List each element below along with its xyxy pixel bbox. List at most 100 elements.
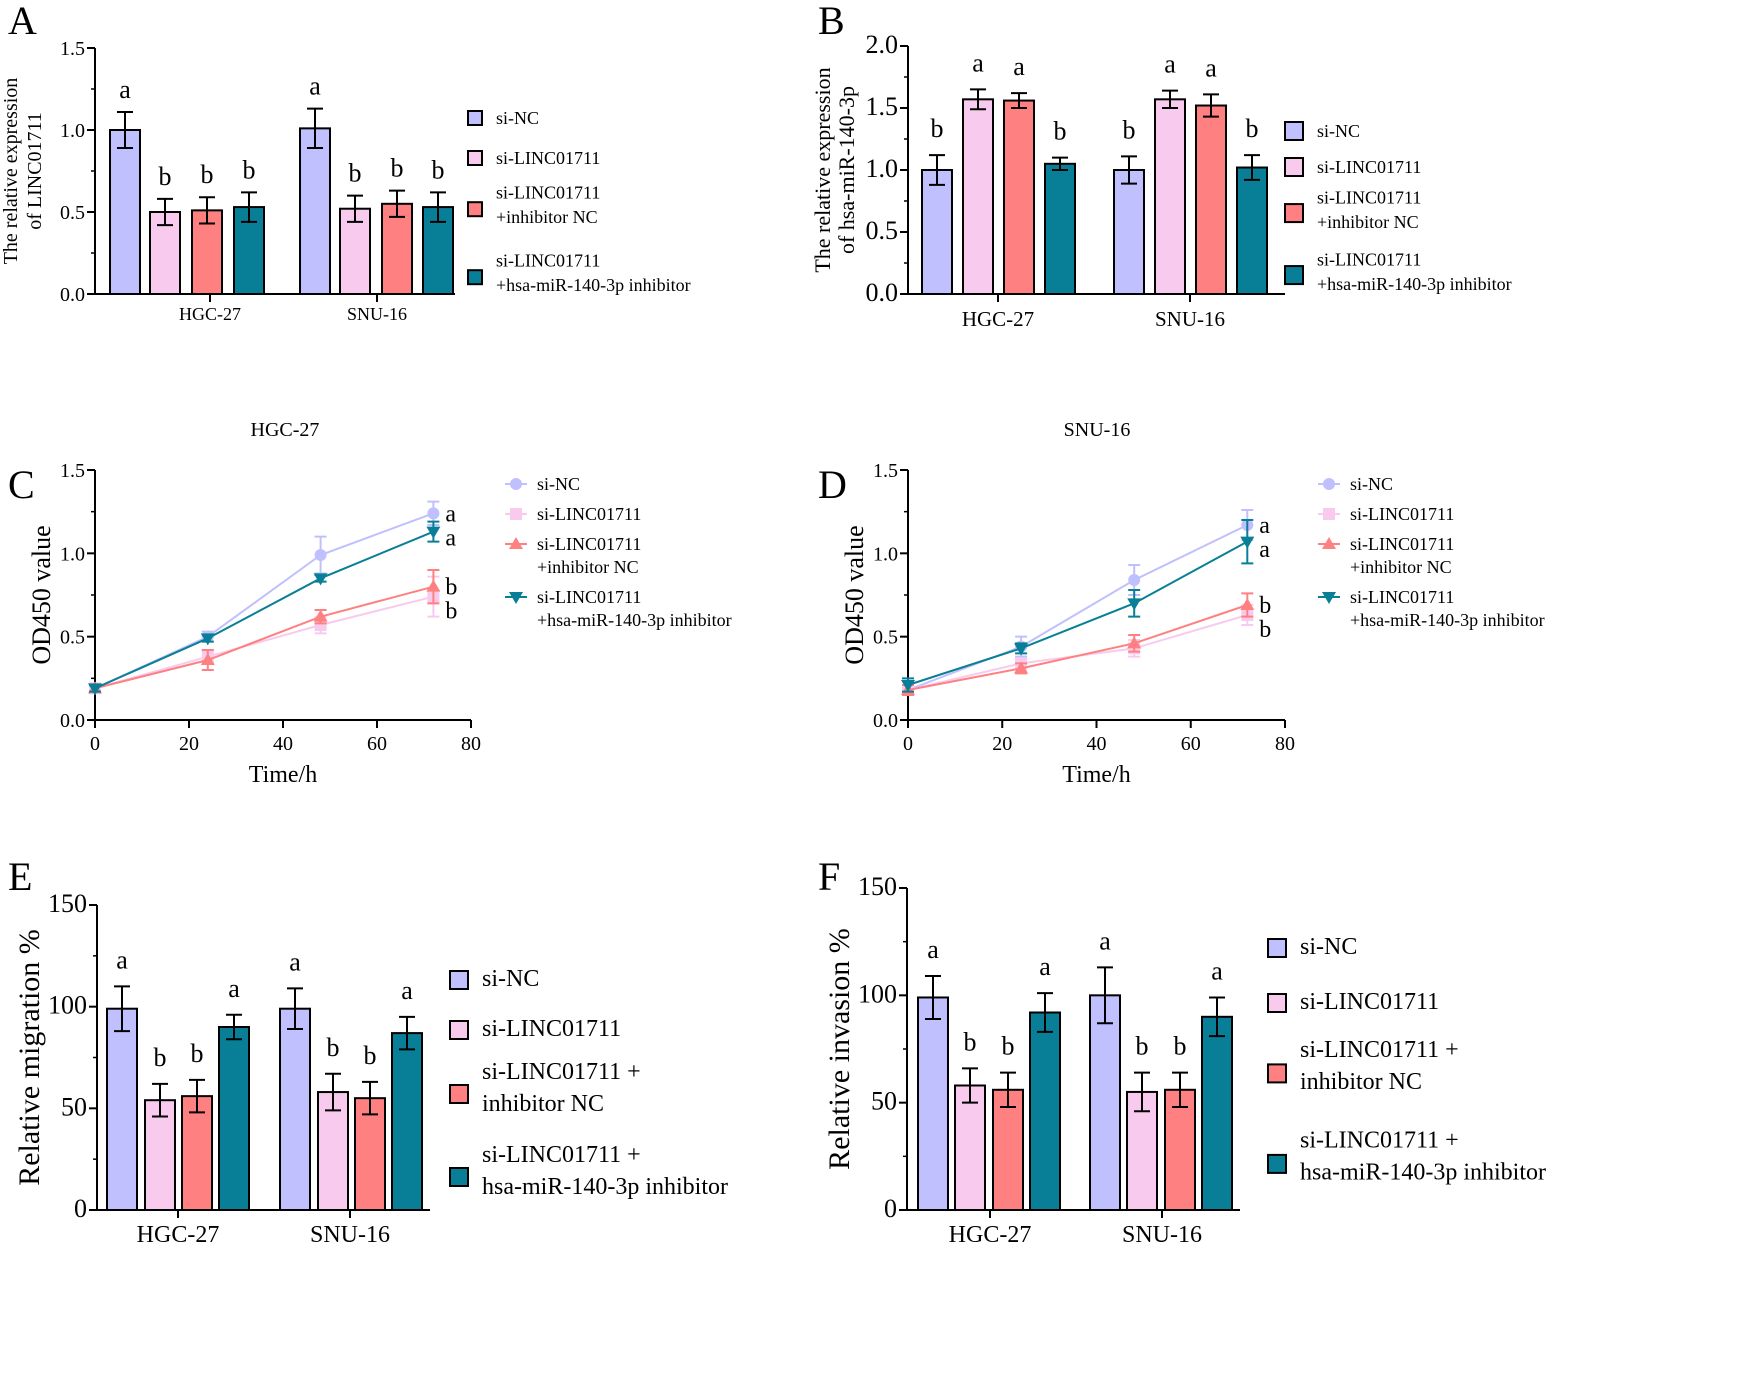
legend-label: si-LINC01711 bbox=[1317, 188, 1421, 208]
data-point bbox=[426, 579, 441, 592]
legend-swatch bbox=[449, 1084, 469, 1104]
series-line bbox=[94, 530, 434, 690]
series bbox=[901, 519, 1255, 693]
significance-label: a bbox=[1099, 926, 1111, 955]
significance-label: b bbox=[1259, 593, 1271, 619]
data-point bbox=[1323, 508, 1335, 520]
bar bbox=[962, 98, 994, 295]
data-point bbox=[1323, 478, 1335, 490]
legend-label: si-LINC01711 bbox=[537, 587, 641, 607]
chart-title: SNU-16 bbox=[1064, 419, 1131, 441]
data-point bbox=[509, 537, 523, 549]
legend-label: si-LINC01711 bbox=[1317, 157, 1421, 177]
error-bar bbox=[1172, 1071, 1188, 1108]
significance-label: b bbox=[154, 1043, 167, 1072]
legend-swatch bbox=[1284, 265, 1304, 286]
error-bar bbox=[157, 197, 173, 227]
error-bar bbox=[389, 189, 405, 218]
legend-swatch bbox=[1284, 203, 1304, 224]
significance-label: b bbox=[1136, 1032, 1149, 1061]
significance-label: b bbox=[159, 162, 172, 191]
y-axis-label: Relative invasion % bbox=[823, 928, 856, 1170]
legend-swatch bbox=[1267, 1153, 1287, 1174]
significance-label: b bbox=[432, 155, 445, 184]
legend-swatch bbox=[467, 110, 483, 126]
y-tick-label: 2.0 bbox=[866, 30, 899, 59]
error-bar bbox=[1209, 996, 1225, 1038]
x-tick-label: HGC-27 bbox=[962, 307, 1034, 331]
panel-letter: C bbox=[8, 462, 35, 507]
legend-label: si-NC bbox=[1350, 474, 1393, 494]
error-bar bbox=[307, 107, 323, 150]
significance-label: b bbox=[964, 1027, 977, 1056]
data-point bbox=[1127, 598, 1142, 611]
significance-label: b bbox=[364, 1041, 377, 1070]
x-tick-label: 60 bbox=[1181, 733, 1201, 755]
data-point bbox=[427, 507, 440, 520]
significance-label: b bbox=[191, 1039, 204, 1068]
y-tick-label: 1.5 bbox=[60, 460, 85, 482]
legend-label: si-NC bbox=[1300, 934, 1357, 960]
legend-swatch bbox=[1267, 938, 1287, 958]
y-tick-label: 150 bbox=[48, 889, 87, 918]
significance-label: a bbox=[1013, 52, 1025, 81]
significance-label: b bbox=[391, 154, 404, 183]
y-tick-label: 1.0 bbox=[60, 120, 85, 142]
y-tick-label: 0.0 bbox=[60, 710, 85, 732]
series-line bbox=[907, 524, 1248, 691]
legend-label: si-LINC01711 + bbox=[1300, 1127, 1459, 1153]
error-bar bbox=[1203, 93, 1219, 118]
significance-label: a bbox=[445, 501, 456, 527]
chart-title: HGC-27 bbox=[251, 419, 320, 441]
panel-letter: A bbox=[8, 0, 37, 43]
x-tick-label: SNU-16 bbox=[1155, 307, 1225, 331]
error-bar bbox=[241, 191, 257, 223]
x-tick-label: 60 bbox=[367, 733, 387, 755]
bar bbox=[1029, 1011, 1061, 1211]
legend-label: +hsa-miR-140-3p inhibitor bbox=[537, 610, 732, 630]
series bbox=[902, 509, 1254, 696]
bar bbox=[144, 1099, 176, 1211]
significance-label: a bbox=[401, 976, 413, 1005]
data-point bbox=[509, 592, 523, 604]
legend-label: si-LINC01711 bbox=[496, 148, 600, 168]
panel-letter: E bbox=[8, 854, 32, 899]
significance-label: b bbox=[1246, 114, 1259, 143]
bar bbox=[391, 1032, 423, 1211]
significance-label: a bbox=[972, 48, 984, 77]
data-point bbox=[313, 609, 328, 622]
legend-label: hsa-miR-140-3p inhibitor bbox=[482, 1174, 728, 1200]
significance-label: b bbox=[1123, 115, 1136, 144]
error-bar bbox=[1121, 155, 1137, 185]
significance-label: b bbox=[931, 114, 944, 143]
error-bar bbox=[325, 1072, 341, 1112]
data-point bbox=[510, 478, 522, 490]
x-tick-label: HGC-27 bbox=[179, 304, 241, 324]
legend-label: si-LINC01711 bbox=[1350, 504, 1454, 524]
y-tick-label: 0.0 bbox=[866, 278, 899, 307]
bar bbox=[917, 996, 949, 1211]
significance-label: b bbox=[327, 1033, 340, 1062]
error-bar bbox=[399, 1015, 415, 1051]
y-axis-label: Relative migration % bbox=[13, 929, 46, 1186]
legend-label: si-LINC01711 bbox=[1350, 587, 1454, 607]
data-point bbox=[1322, 537, 1336, 549]
bar bbox=[1236, 166, 1268, 296]
significance-label: a bbox=[1259, 513, 1270, 539]
y-axis-label: of LINC01711 bbox=[24, 112, 46, 230]
series-line bbox=[907, 540, 1248, 686]
x-tick-label: SNU-16 bbox=[1122, 1222, 1202, 1248]
legend-label: +inhibitor NC bbox=[537, 557, 639, 577]
y-tick-label: 50 bbox=[871, 1087, 897, 1116]
legend-label: si-NC bbox=[537, 474, 580, 494]
y-tick-label: 100 bbox=[48, 991, 87, 1020]
y-tick-label: 50 bbox=[61, 1092, 87, 1121]
error-bar bbox=[962, 1067, 978, 1104]
legend-label: si-LINC01711 bbox=[1350, 534, 1454, 554]
x-tick-label: SNU-16 bbox=[310, 1222, 390, 1248]
y-tick-label: 0.5 bbox=[60, 627, 85, 649]
y-tick-label: 150 bbox=[858, 872, 897, 901]
legend-label: inhibitor NC bbox=[1300, 1069, 1422, 1095]
panel-D: D 0.0 0.5 1.0 1.5 SNU-16 0 20 40 60 80 Time/h OD450 … bbox=[818, 419, 1545, 788]
significance-label: a bbox=[289, 947, 301, 976]
